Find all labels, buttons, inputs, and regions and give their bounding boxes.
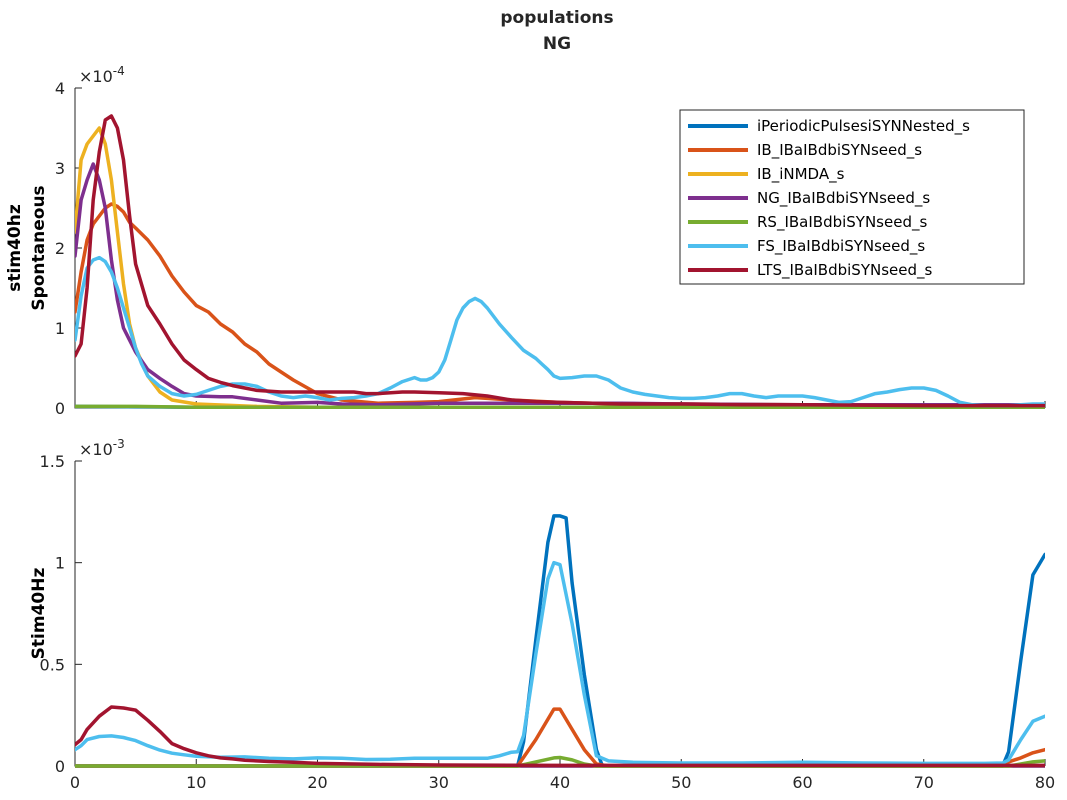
y-tick-label: 3	[55, 159, 65, 178]
y-tick-label: 4	[55, 79, 65, 98]
x-tick-label: 40	[550, 773, 570, 792]
y-tick-label: 1.5	[40, 452, 65, 471]
legend-entry: RS_IBaIBdbiSYNseed_s	[757, 213, 927, 232]
x-tick-label: 60	[792, 773, 812, 792]
series-line-lts-ibaibdbisynseed-s	[75, 705, 1045, 768]
y-axis-label-line2: Spontaneous	[29, 185, 49, 310]
y-axis-label: Stim40Hz	[29, 568, 49, 660]
axes-box	[74, 461, 1045, 767]
x-tick-label: 0	[70, 773, 80, 792]
legend-entry: iPeriodicPulsesiSYNNested_s	[757, 117, 970, 136]
series-line-ib-ibaibdbisynseed-s	[75, 707, 1045, 768]
y-tick-label: 1	[55, 319, 65, 338]
y-exponent-label: ×10-3	[79, 437, 125, 459]
series-line-ib-inmda-s	[75, 126, 1045, 409]
y-tick-label: 0	[55, 757, 65, 776]
figure-title-line2: NG	[543, 34, 571, 54]
figure-title-line1: populations	[500, 8, 613, 28]
x-tick-label: 80	[1035, 773, 1055, 792]
x-tick-label: 50	[671, 773, 691, 792]
y-tick-label: 1	[55, 554, 65, 573]
series-line-fs-ibaibdbisynseed-s	[75, 255, 1045, 408]
series-line-fs-ibaibdbisynseed-s	[75, 560, 1045, 766]
legend-entry: LTS_IBaIBdbiSYNseed_s	[757, 261, 933, 280]
y-axis-label-line1: stim40hz	[5, 204, 25, 292]
y-tick-label: 0.5	[40, 655, 65, 674]
legend: iPeriodicPulsesiSYNNested_s IB_IBaIBdbiSY…	[679, 109, 1025, 285]
y-tick-label: 0	[55, 399, 65, 418]
x-tick-label: 30	[429, 773, 449, 792]
y-tick-label: 2	[55, 239, 65, 258]
legend-entry: IB_iNMDA_s	[757, 165, 845, 184]
top-panel: 0 1 2 3 4 ×10-4 stim40hz Spontaneous	[5, 64, 1046, 418]
legend-entry: FS_IBaIBdbiSYNseed_s	[757, 237, 925, 256]
x-tick-label: 20	[307, 773, 327, 792]
bottom-panel: 0 10 20 30 40 50 60 70 80 0 0.5 1 1.5 ×10-3 Stim40Hz	[29, 437, 1055, 792]
legend-entry: NG_IBaIBdbiSYNseed_s	[757, 189, 930, 208]
x-tick-label: 10	[186, 773, 206, 792]
legend-entry: IB_IBaIBdbiSYNseed_s	[757, 141, 922, 160]
series-line-lts-ibaibdbisynseed-s	[75, 114, 1045, 408]
x-tick-label: 70	[914, 773, 934, 792]
series-line-iperiodicpulsesisynnested-s	[75, 514, 1045, 768]
series-line-rs-ibaibdbisynseed-s	[75, 404, 1045, 409]
y-exponent-label: ×10-4	[79, 64, 125, 86]
